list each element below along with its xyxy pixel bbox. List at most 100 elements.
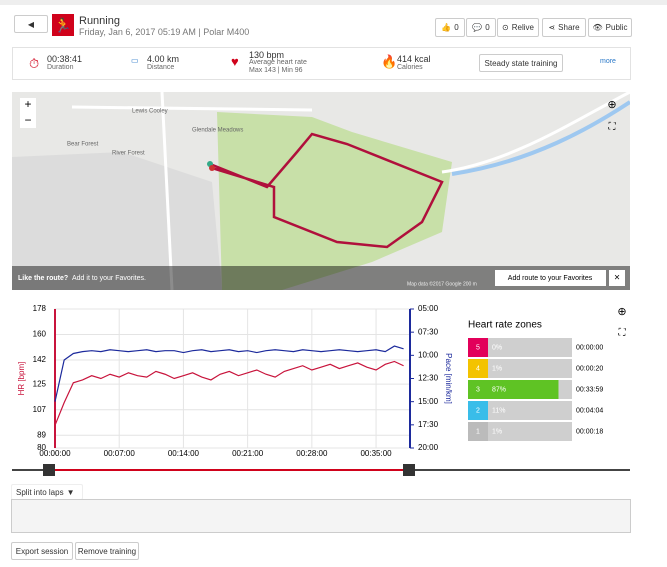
- zone-tab: [468, 338, 488, 357]
- sport: Running: [79, 15, 120, 27]
- zone-bg: [468, 338, 572, 357]
- plot-bg: [54, 308, 411, 449]
- training-type-button[interactable]: Steady state training: [479, 54, 563, 72]
- map-river: [451, 100, 630, 176]
- calories: 414 kcal: [397, 54, 431, 64]
- sport-icon: 🏃: [52, 14, 74, 36]
- zone-duration: 00:00:20: [576, 365, 603, 372]
- zone-tab: [468, 359, 488, 378]
- zoom-in[interactable]: +: [24, 97, 31, 111]
- route: [209, 132, 444, 249]
- zone-bar: [468, 380, 559, 399]
- zone-label: 4: [476, 365, 480, 372]
- distance: 4.00 km: [147, 54, 180, 64]
- heart-rate: 130 bpm: [249, 50, 285, 60]
- distance-label: Distance: [147, 64, 175, 71]
- add-favorites-text: Add it to your Favorites.: [72, 275, 146, 282]
- slider-handle[interactable]: [43, 464, 55, 476]
- end-marker: [209, 165, 215, 171]
- nav-strip: [0, 0, 667, 5]
- y2-tick-label: 10:00: [418, 350, 439, 359]
- y2-tick-label: 05:00: [418, 304, 439, 313]
- relive-button[interactable]: ⊙ Relive: [497, 18, 539, 37]
- y-tick-label: 178: [33, 304, 47, 313]
- y2-axis-title: Pace [min/km]: [444, 353, 453, 404]
- calories-label: Calories: [397, 64, 423, 71]
- date: Friday, Jan 6, 2017 05:19 AM | Polar M40…: [79, 27, 250, 37]
- zone-tab: [468, 422, 488, 441]
- close-button[interactable]: [609, 270, 625, 286]
- add-route[interactable]: Add route to your Favorites: [508, 275, 593, 282]
- zone-duration: 00:33:59: [576, 386, 603, 393]
- close[interactable]: ×: [614, 273, 620, 284]
- more-link[interactable]: more: [600, 58, 616, 65]
- x-tick-label: 00:00:00: [39, 449, 71, 458]
- zones-title: Heart rate zones: [468, 320, 542, 331]
- x-tick-label: 00:07:00: [104, 449, 136, 458]
- split-laps[interactable]: Split into laps ▼: [11, 484, 83, 500]
- y-tick-label: 125: [33, 379, 47, 388]
- map-road: [71, 92, 630, 290]
- x-tick-label: 00:14:00: [168, 449, 200, 458]
- slider-handle[interactable]: [403, 464, 415, 476]
- zone-label: 2: [476, 407, 480, 414]
- zoom-control[interactable]: [20, 98, 36, 128]
- export-button[interactable]: Export session: [11, 542, 73, 560]
- public-button[interactable]: 👁 Public: [588, 18, 632, 37]
- locate-icon[interactable]: ⊕: [607, 99, 616, 111]
- zoom-out[interactable]: −: [24, 113, 31, 127]
- add-route-button[interactable]: [495, 270, 606, 286]
- settings-icon[interactable]: ⊕: [617, 306, 626, 318]
- share-button[interactable]: ⋖ Share: [542, 18, 586, 37]
- y2-tick-label: 12:30: [418, 374, 439, 383]
- y2-tick-label: 07:30: [418, 327, 439, 336]
- y2-tick-label: 20:00: [418, 443, 439, 452]
- remove-button[interactable]: Remove training: [75, 542, 139, 560]
- zone-duration: 00:00:18: [576, 428, 603, 435]
- heart-rate-detail: Max 143 | Min 96: [249, 67, 303, 74]
- x-tick-label: 00:21:00: [232, 449, 264, 458]
- split-laps-label: Split into laps: [16, 487, 64, 497]
- zone-label: 5: [476, 344, 480, 351]
- y-tick-label: 80: [37, 443, 46, 452]
- zone-percent: 0%: [492, 344, 502, 351]
- heart-icon: ♥: [231, 54, 239, 69]
- zone-percent: 87%: [492, 386, 506, 393]
- training-type: Steady state training: [484, 58, 558, 68]
- series-line: [54, 345, 404, 402]
- comment-button[interactable]: 💬 0: [466, 18, 496, 37]
- duration-label: Duration: [47, 64, 74, 71]
- like-button[interactable]: 👍 0: [435, 18, 465, 37]
- zone-percent: 1%: [492, 428, 502, 435]
- back-button[interactable]: ◀: [14, 15, 48, 33]
- y-tick-label: 142: [33, 355, 47, 364]
- share: Share: [558, 23, 580, 32]
- attribution: Map data ©2017 Google 200 m: [407, 280, 477, 287]
- zone-bg: [468, 422, 572, 441]
- remove: Remove training: [77, 546, 137, 556]
- charts: ⊕ ⛶ 178160142125107898005:0007:3010:0012…: [12, 304, 630, 476]
- calories-icon: 🔥: [381, 54, 398, 69]
- map: + − ⊕ ⛶ Lewis Cooley Bear Forest River F…: [12, 92, 630, 290]
- duration: 00:38:41: [47, 54, 83, 64]
- zone-percent: 1%: [492, 365, 502, 372]
- export: Export session: [15, 546, 69, 556]
- zone-label: 3: [476, 386, 480, 393]
- zone-bg: [468, 401, 572, 420]
- fullscreen-icon[interactable]: ⛶: [608, 122, 617, 133]
- y-tick-label: 107: [33, 405, 47, 414]
- zone-tab: [468, 401, 488, 420]
- zone-duration: 00:04:04: [576, 407, 603, 414]
- y2-tick-label: 15:00: [418, 397, 439, 406]
- map-park: [217, 112, 452, 290]
- comment-count: 0: [485, 23, 490, 32]
- x-tick-label: 00:28:00: [296, 449, 328, 458]
- y-axis-title: HR [bpm]: [17, 362, 26, 396]
- distance-icon: ▭: [131, 56, 139, 65]
- series-line: [54, 360, 404, 426]
- fullscreen-icon[interactable]: ⛶: [618, 328, 627, 339]
- y-tick-label: 160: [33, 330, 47, 339]
- map-label: Glendale Meadows: [192, 128, 243, 134]
- laps-panel: [11, 499, 631, 533]
